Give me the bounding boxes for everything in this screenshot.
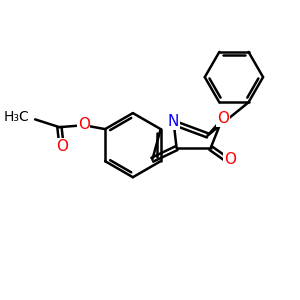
Text: O: O bbox=[78, 117, 90, 132]
Text: O: O bbox=[56, 139, 68, 154]
Text: N: N bbox=[168, 114, 179, 129]
Text: O: O bbox=[217, 111, 229, 126]
Text: H₃C: H₃C bbox=[4, 110, 29, 124]
Text: O: O bbox=[224, 152, 236, 167]
